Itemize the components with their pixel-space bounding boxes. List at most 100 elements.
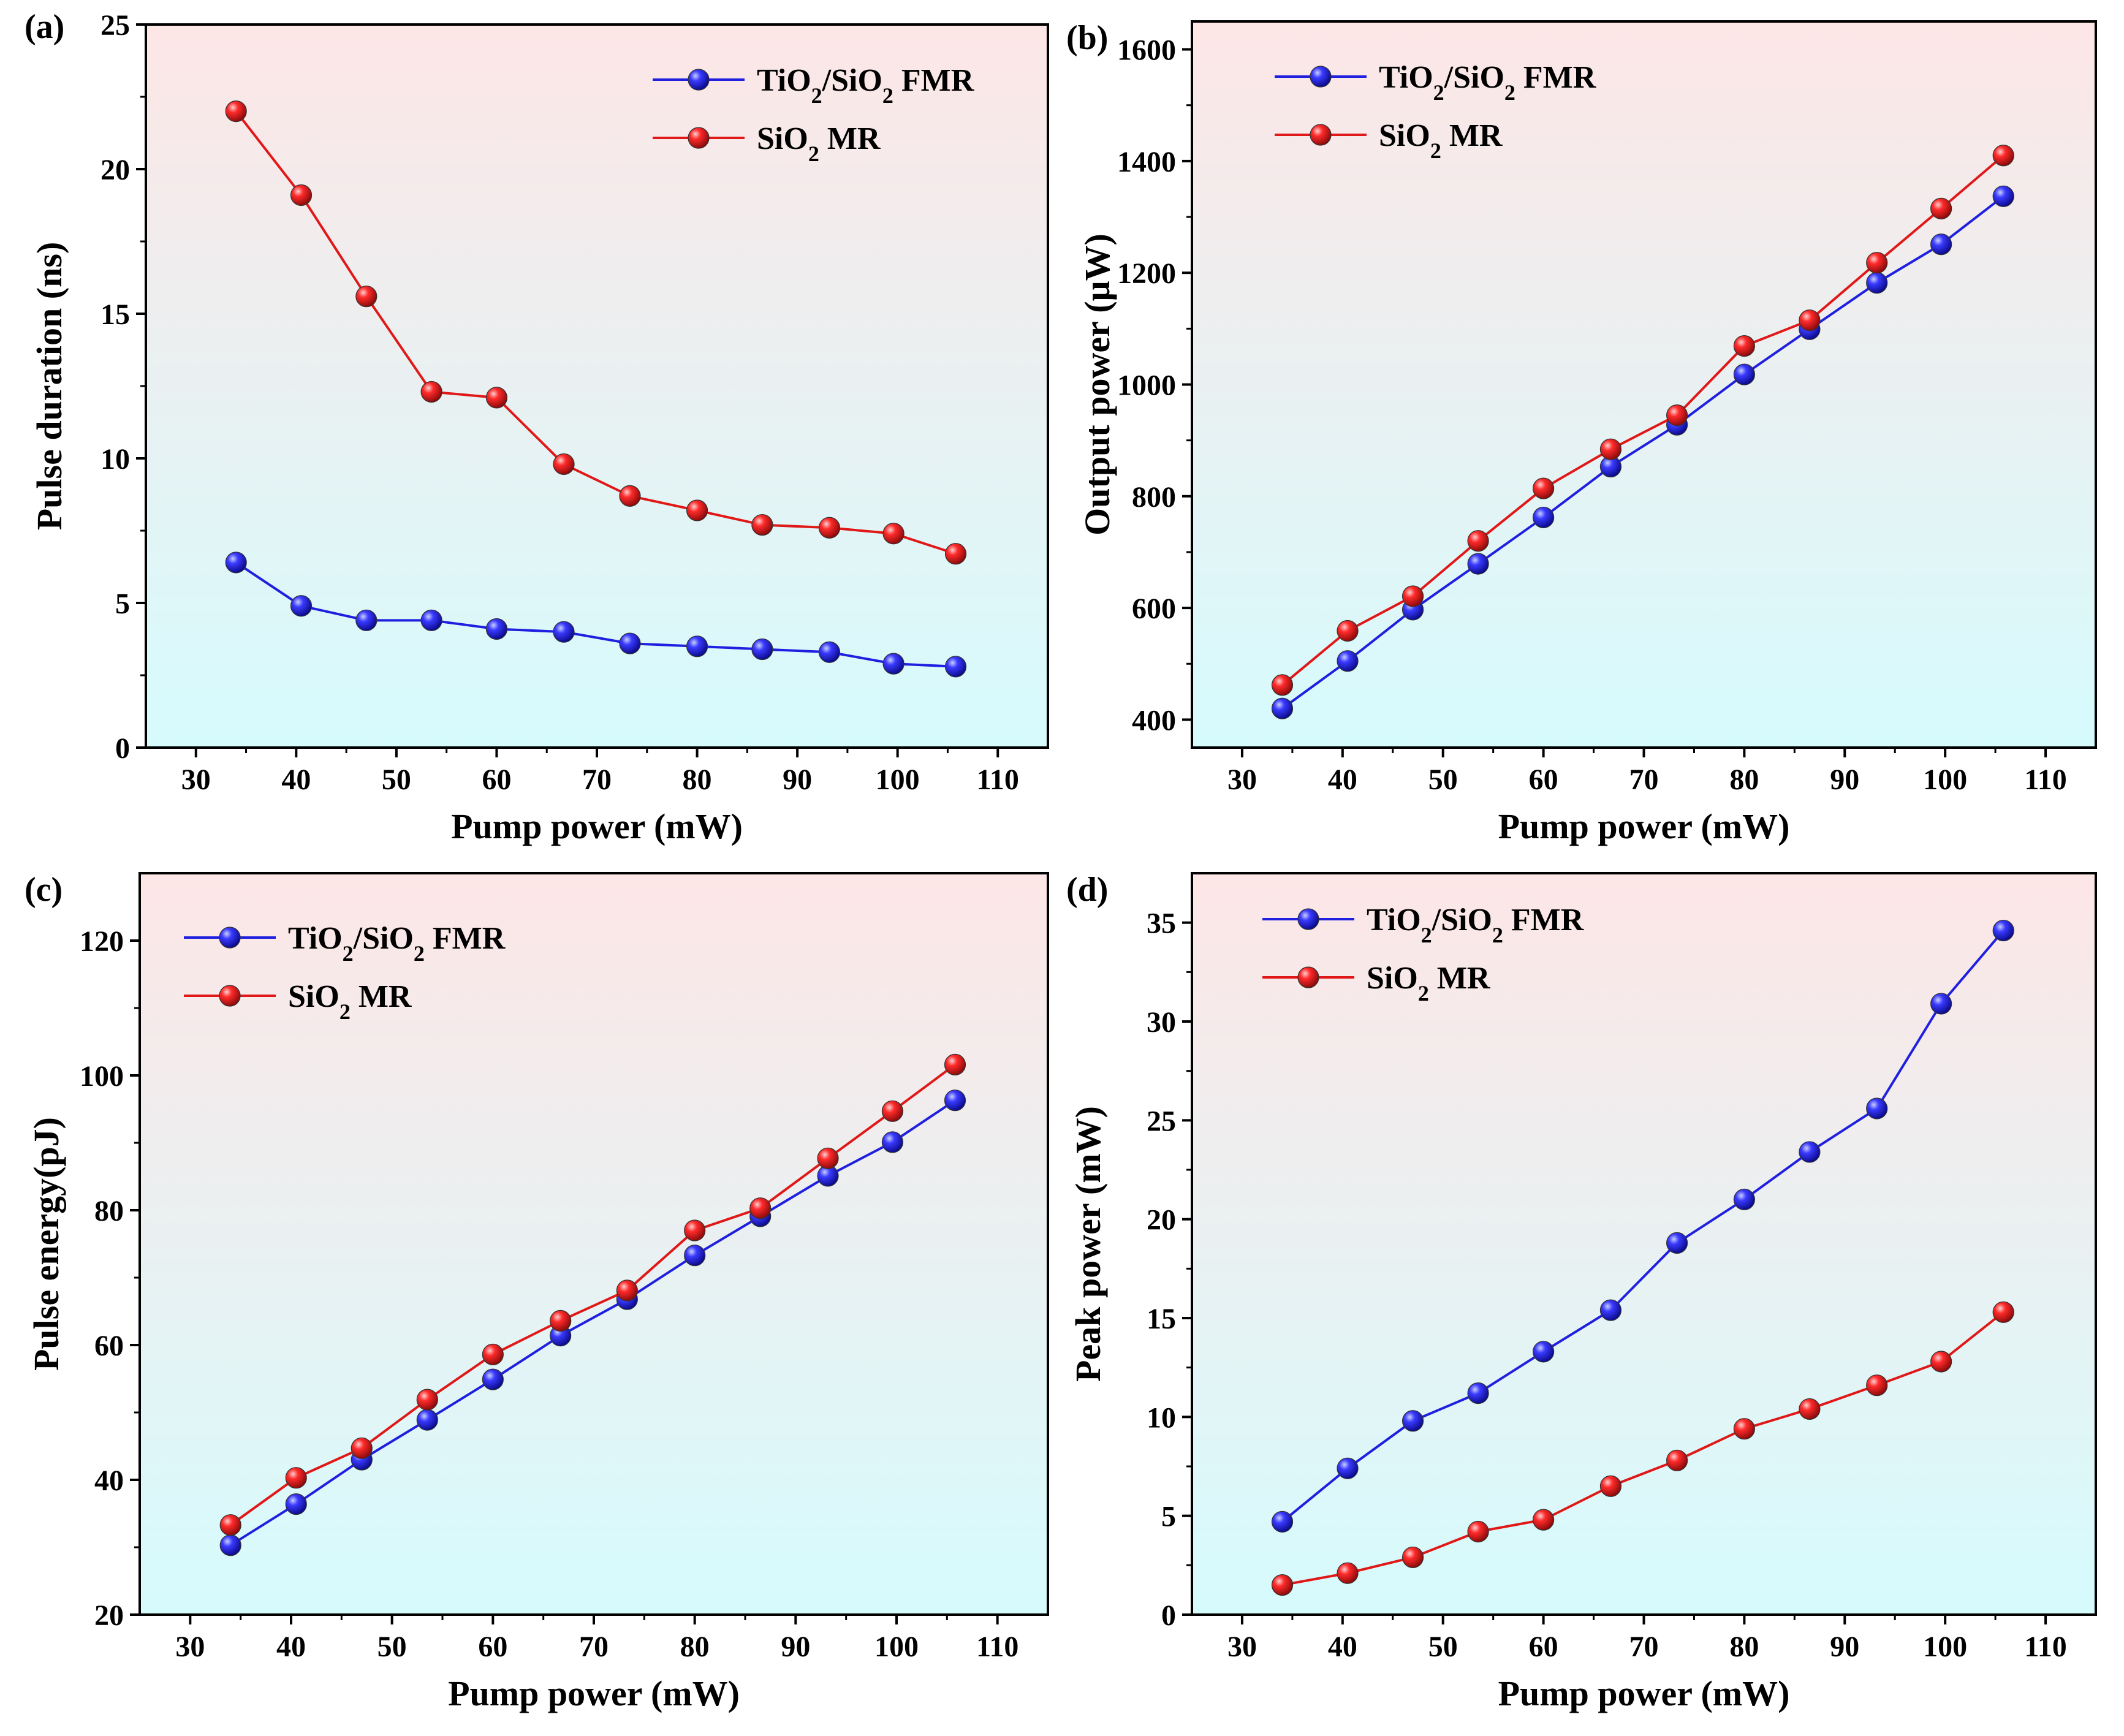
y-tick-label: 25 bbox=[101, 9, 130, 42]
data-point bbox=[818, 517, 841, 539]
legend: TiO2/SiO2 FMR SiO2 MR bbox=[653, 63, 975, 166]
data-point bbox=[881, 1131, 904, 1153]
data-point bbox=[944, 656, 967, 678]
data-point bbox=[219, 1534, 241, 1556]
x-tick-label: 40 bbox=[276, 1631, 306, 1663]
legend-label: TiO2/SiO2 FMR bbox=[1367, 903, 1585, 947]
x-tick-label: 80 bbox=[680, 1631, 710, 1663]
data-point bbox=[285, 1493, 307, 1515]
y-axis-title: Output power (μW) bbox=[1077, 233, 1117, 536]
data-point bbox=[1599, 438, 1622, 460]
x-axis-title: Pump power (mW) bbox=[1498, 1673, 1790, 1713]
x-tick-label: 40 bbox=[281, 764, 311, 796]
series-line-tio2-sio2-fmr bbox=[235, 561, 956, 668]
data-point bbox=[1666, 404, 1688, 426]
y-tick-label: 20 bbox=[1147, 1204, 1176, 1237]
y-axis-title: Peak power (mW) bbox=[1068, 1106, 1108, 1382]
legend-marker bbox=[1297, 966, 1319, 988]
x-tick-label: 100 bbox=[874, 1631, 919, 1663]
data-point bbox=[1992, 1301, 2014, 1323]
legend-label: TiO2/SiO2 FMR bbox=[757, 63, 975, 108]
data-point bbox=[1401, 1546, 1424, 1569]
data-point bbox=[944, 543, 967, 565]
x-tick-label: 100 bbox=[876, 764, 920, 796]
y-tick-label: 120 bbox=[80, 925, 124, 958]
data-point bbox=[1401, 1410, 1424, 1432]
y-tick-label: 1200 bbox=[1117, 257, 1176, 290]
data-point bbox=[1930, 197, 1952, 219]
data-point bbox=[1401, 585, 1424, 607]
data-point bbox=[351, 1437, 373, 1459]
data-point bbox=[1271, 1574, 1294, 1596]
y-tick-label: 1000 bbox=[1117, 370, 1176, 402]
data-point bbox=[1992, 185, 2014, 207]
data-point bbox=[616, 1279, 638, 1302]
x-tick-label: 40 bbox=[1328, 764, 1357, 796]
y-axis-title: Pulse energy(pJ) bbox=[26, 1117, 66, 1371]
data-point bbox=[1799, 1141, 1821, 1163]
plot-background bbox=[140, 873, 1048, 1615]
data-point bbox=[882, 653, 905, 675]
series-line-sio2-mr bbox=[1282, 1311, 2005, 1586]
y-tick-label: 800 bbox=[1132, 481, 1176, 514]
data-point bbox=[225, 100, 247, 123]
data-point bbox=[355, 609, 377, 631]
data-point bbox=[881, 1100, 904, 1122]
data-point bbox=[1733, 335, 1755, 357]
x-tick-label: 60 bbox=[482, 764, 511, 796]
legend-label: SiO2 MR bbox=[757, 121, 881, 166]
data-point bbox=[416, 1409, 438, 1431]
x-tick-label: 90 bbox=[781, 1631, 810, 1663]
data-point bbox=[1271, 674, 1294, 696]
data-point bbox=[290, 595, 313, 617]
data-point bbox=[686, 499, 708, 521]
y-tick-label: 25 bbox=[1147, 1105, 1176, 1137]
x-tick-label: 60 bbox=[1529, 1631, 1558, 1663]
x-tick-label: 30 bbox=[1227, 1631, 1257, 1663]
data-point bbox=[420, 609, 442, 631]
data-point bbox=[619, 485, 641, 507]
x-tick-label: 110 bbox=[976, 1631, 1018, 1663]
y-tick-label: 30 bbox=[1147, 1006, 1176, 1039]
data-point bbox=[550, 1310, 572, 1332]
data-point bbox=[1666, 1449, 1688, 1471]
y-tick-label: 5 bbox=[115, 588, 130, 620]
data-point bbox=[1866, 1097, 1888, 1120]
panel-label: (c) bbox=[25, 871, 63, 909]
legend: TiO2/SiO2 FMR SiO2 MR bbox=[1262, 903, 1585, 1006]
data-point bbox=[1337, 650, 1359, 672]
x-tick-label: 110 bbox=[2024, 1631, 2066, 1663]
data-point bbox=[416, 1389, 438, 1411]
x-tick-label: 90 bbox=[1830, 764, 1859, 796]
panel-d: 30 40 50 60 70 80 90 100 110 0 5 10 15 20 25 30 35 Pump p… bbox=[1066, 871, 2097, 1713]
y-tick-label: 15 bbox=[101, 298, 130, 331]
data-point bbox=[1799, 309, 1821, 332]
x-tick-label: 70 bbox=[579, 1631, 609, 1663]
data-point bbox=[482, 1343, 504, 1365]
series-line-tio2-sio2-fmr bbox=[230, 1099, 956, 1547]
data-point bbox=[482, 1368, 504, 1390]
panel-label: (d) bbox=[1066, 871, 1108, 909]
data-point bbox=[1271, 697, 1294, 719]
x-tick-label: 30 bbox=[1227, 764, 1257, 796]
plot-background bbox=[146, 25, 1048, 748]
data-point bbox=[225, 552, 247, 574]
x-tick-label: 80 bbox=[683, 764, 712, 796]
legend-label: SiO2 MR bbox=[288, 979, 412, 1024]
legend-marker bbox=[1310, 124, 1332, 146]
y-tick-label: 80 bbox=[94, 1195, 124, 1227]
x-tick-label: 50 bbox=[1428, 764, 1458, 796]
data-point bbox=[1467, 530, 1489, 552]
data-point bbox=[485, 387, 508, 409]
data-point bbox=[619, 632, 641, 654]
data-point bbox=[751, 638, 773, 661]
y-tick-label: 60 bbox=[94, 1330, 124, 1362]
x-tick-label: 30 bbox=[175, 1631, 205, 1663]
x-tick-label: 100 bbox=[1923, 764, 1967, 796]
data-point bbox=[553, 621, 575, 643]
data-point bbox=[1866, 252, 1888, 274]
x-axis-title: Pump power (mW) bbox=[448, 1673, 740, 1713]
data-point bbox=[1992, 145, 2014, 167]
y-tick-label: 1400 bbox=[1117, 146, 1176, 178]
